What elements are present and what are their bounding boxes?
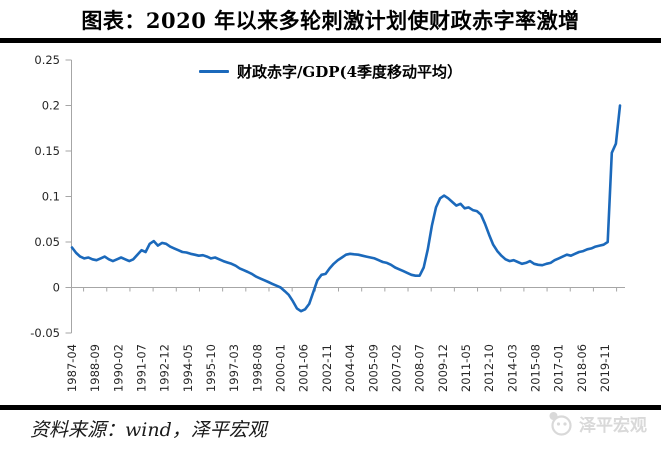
- x-axis-label: 1988-09: [88, 344, 102, 392]
- footer-divider: [0, 405, 661, 410]
- watermark-text: 泽平宏观: [579, 416, 647, 436]
- x-axis-label: 2007-02: [389, 344, 403, 392]
- y-axis-label: -0.05: [30, 326, 60, 340]
- watermark: 泽平宏观: [547, 410, 647, 437]
- x-axis-label: 2014-03: [505, 344, 519, 392]
- deficit-gdp-line-chart: -0.05 0 0.05 0.1 0.15 0.2 0.25 1987-04 1988-09 19…: [30, 53, 625, 392]
- x-axis-label: 2009-12: [436, 344, 450, 392]
- x-axis-label: 1998-08: [250, 344, 264, 392]
- x-axis-label: 2015-08: [528, 344, 542, 392]
- x-axis-label: 2012-10: [482, 344, 496, 392]
- x-axis-label: 2008-07: [413, 344, 427, 392]
- series-line: [70, 104, 622, 313]
- x-axis-label: 1995-10: [204, 344, 218, 392]
- y-axis-label: 0.05: [34, 235, 60, 249]
- x-axis-label: 2002-11: [320, 344, 334, 392]
- x-axis-label: 1991-07: [135, 344, 149, 392]
- page-title: 图表：2020 年以来多轮刺激计划使财政赤字率激增: [81, 8, 580, 33]
- y-axis-label: 0.15: [34, 144, 60, 158]
- legend-line-swatch: [198, 70, 229, 73]
- x-axis-label: 2001-06: [297, 344, 311, 392]
- legend-label: 财政赤字/GDP(4季度移动平均）: [236, 63, 463, 81]
- title-underline: [0, 38, 661, 43]
- zeping-logo-icon: [549, 412, 572, 436]
- x-axis-label: 2019-11: [598, 344, 612, 392]
- x-axis-label: 2005-09: [366, 344, 380, 392]
- y-axis-label: 0.25: [34, 53, 60, 67]
- x-axis-label: 1994-05: [181, 344, 195, 392]
- x-axis-label: 1987-04: [65, 344, 79, 392]
- x-axis-label: 1992-12: [158, 344, 172, 392]
- x-axis-label: 2018-06: [575, 344, 589, 392]
- x-axis-label: 2000-01: [274, 344, 288, 392]
- x-axis-label: 2011-05: [459, 344, 473, 392]
- y-axis-label: 0: [53, 281, 60, 295]
- x-axis-label: 2017-01: [552, 344, 566, 392]
- x-axis-label: 2004-04: [343, 344, 357, 392]
- y-axis-label: 0.1: [42, 190, 60, 204]
- chart-legend: 财政赤字/GDP(4季度移动平均）: [0, 61, 661, 82]
- y-axis-label: 0.2: [42, 99, 60, 113]
- source-text: 资料来源：wind，泽平宏观: [30, 419, 267, 441]
- x-axis-label: 1997-03: [227, 344, 241, 392]
- x-axis-label: 1990-02: [111, 344, 125, 392]
